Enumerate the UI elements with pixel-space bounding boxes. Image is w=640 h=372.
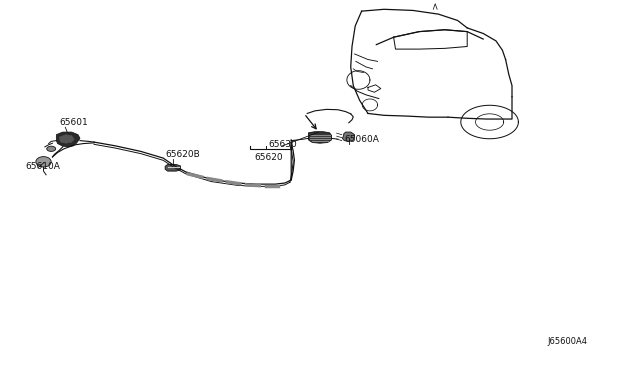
Circle shape xyxy=(47,146,56,151)
Text: J65600A4: J65600A4 xyxy=(547,337,588,346)
Polygon shape xyxy=(342,132,355,141)
Text: 65620: 65620 xyxy=(255,153,284,161)
Text: 65601: 65601 xyxy=(59,118,88,127)
Text: 65630: 65630 xyxy=(269,140,298,149)
Polygon shape xyxy=(60,135,74,143)
Ellipse shape xyxy=(36,157,51,167)
Polygon shape xyxy=(56,132,80,147)
Text: 65620B: 65620B xyxy=(165,150,200,159)
Text: 65060A: 65060A xyxy=(344,135,379,144)
Polygon shape xyxy=(308,132,332,143)
Text: 65610A: 65610A xyxy=(26,162,60,171)
Polygon shape xyxy=(165,164,180,171)
